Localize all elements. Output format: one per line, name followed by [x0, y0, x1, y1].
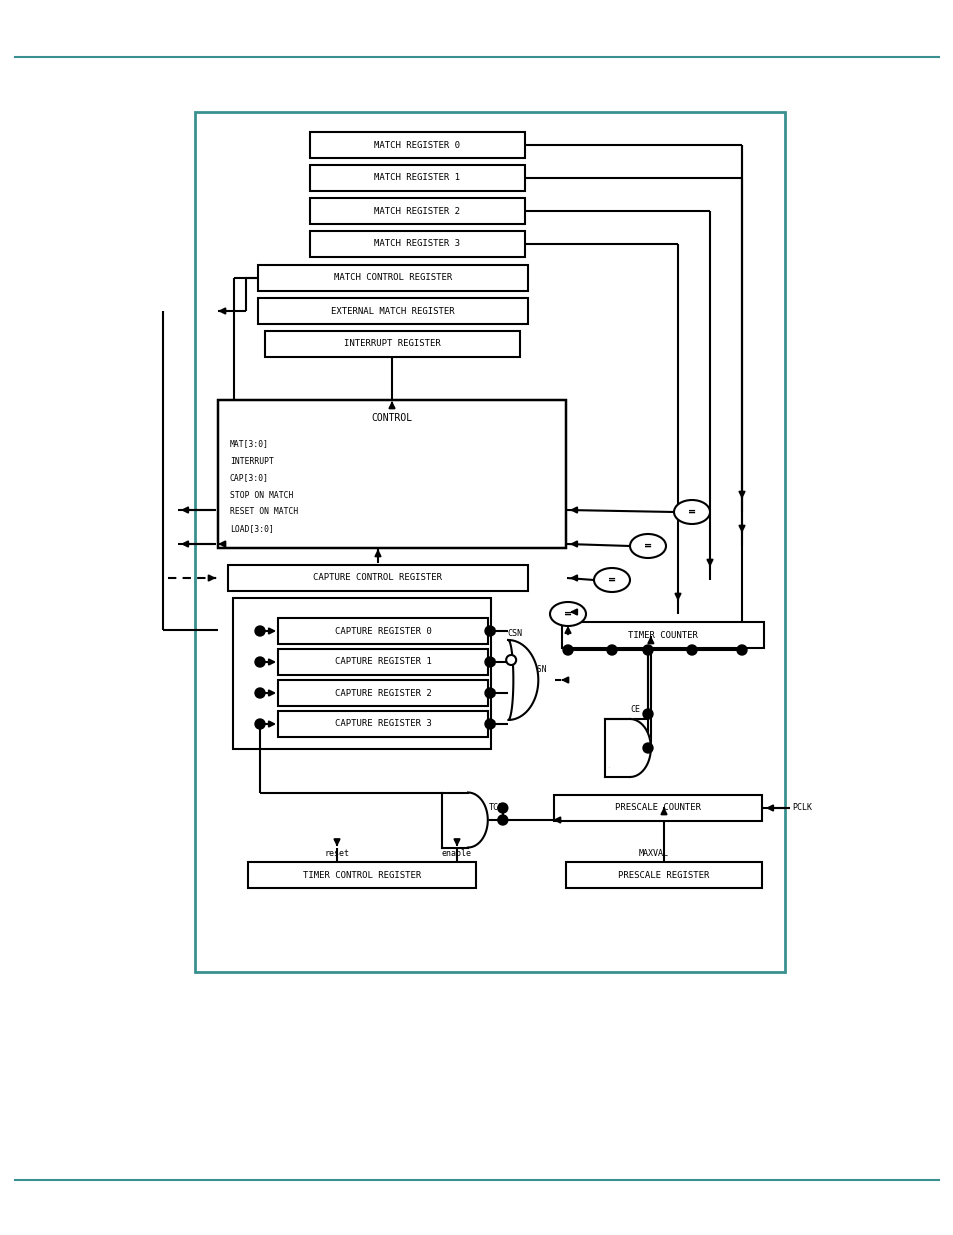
Circle shape [484, 626, 495, 636]
Circle shape [254, 688, 265, 698]
Text: =: = [687, 508, 696, 517]
Bar [277, 618, 488, 643]
Bar [310, 198, 524, 224]
Bar [310, 165, 524, 191]
Text: PRESCALE COUNTER: PRESCALE COUNTER [615, 804, 700, 813]
Bar [257, 298, 527, 324]
Text: PRESCALE REGISTER: PRESCALE REGISTER [618, 871, 709, 879]
Text: =: = [563, 609, 572, 619]
Text: RESET ON MATCH: RESET ON MATCH [230, 508, 298, 516]
Circle shape [642, 743, 652, 753]
Text: CAPTURE REGISTER 2: CAPTURE REGISTER 2 [335, 688, 431, 698]
Bar [248, 862, 476, 888]
Text: MAT[3:0]: MAT[3:0] [230, 440, 269, 448]
Text: MATCH REGISTER 2: MATCH REGISTER 2 [375, 206, 460, 215]
Bar [218, 400, 565, 548]
Circle shape [737, 645, 746, 655]
Circle shape [497, 803, 507, 813]
Bar [265, 331, 519, 357]
Text: CONTROL: CONTROL [371, 412, 412, 424]
Circle shape [484, 719, 495, 729]
Bar [228, 564, 527, 592]
Circle shape [686, 645, 697, 655]
Bar [565, 862, 761, 888]
Bar [233, 598, 491, 748]
Circle shape [497, 815, 507, 825]
Text: CE: CE [629, 704, 639, 714]
Text: TIMER COUNTER: TIMER COUNTER [627, 631, 698, 640]
Text: =: = [607, 576, 616, 585]
Polygon shape [441, 793, 487, 847]
Circle shape [484, 688, 495, 698]
Text: INTERRUPT: INTERRUPT [230, 457, 274, 466]
Bar [554, 795, 761, 821]
Polygon shape [604, 719, 650, 777]
Circle shape [254, 657, 265, 667]
Circle shape [506, 655, 516, 664]
Circle shape [254, 626, 265, 636]
Ellipse shape [629, 534, 665, 558]
Ellipse shape [673, 500, 709, 524]
Circle shape [642, 709, 652, 719]
Ellipse shape [594, 568, 629, 592]
Text: enable: enable [441, 850, 472, 858]
Text: MATCH REGISTER 3: MATCH REGISTER 3 [375, 240, 460, 248]
Text: EXTERNAL MATCH REGISTER: EXTERNAL MATCH REGISTER [331, 306, 455, 315]
Bar [194, 112, 784, 972]
Text: TCI: TCI [488, 804, 503, 813]
Text: CSN: CSN [532, 666, 546, 674]
Text: CAPTURE CONTROL REGISTER: CAPTURE CONTROL REGISTER [314, 573, 442, 583]
Bar [277, 650, 488, 676]
Bar [257, 266, 527, 291]
Text: CSN: CSN [506, 629, 521, 638]
Text: TIMER CONTROL REGISTER: TIMER CONTROL REGISTER [302, 871, 420, 879]
Text: PCLK: PCLK [791, 804, 811, 813]
Bar [277, 711, 488, 737]
Text: =: = [643, 541, 652, 551]
Circle shape [484, 657, 495, 667]
Text: CAPTURE REGISTER 0: CAPTURE REGISTER 0 [335, 626, 431, 636]
Ellipse shape [550, 601, 585, 626]
Bar [561, 622, 763, 648]
Text: CAPTURE REGISTER 3: CAPTURE REGISTER 3 [335, 720, 431, 729]
Polygon shape [508, 640, 537, 720]
Text: STOP ON MATCH: STOP ON MATCH [230, 490, 294, 499]
Text: MAXVAL: MAXVAL [639, 850, 668, 858]
Text: LOAD[3:0]: LOAD[3:0] [230, 525, 274, 534]
Bar [310, 231, 524, 257]
Text: INTERRUPT REGISTER: INTERRUPT REGISTER [344, 340, 440, 348]
Text: CAP[3:0]: CAP[3:0] [230, 473, 269, 483]
Text: MATCH REGISTER 1: MATCH REGISTER 1 [375, 173, 460, 183]
Text: CAPTURE REGISTER 1: CAPTURE REGISTER 1 [335, 657, 431, 667]
Circle shape [642, 645, 652, 655]
Circle shape [562, 645, 573, 655]
Circle shape [606, 645, 617, 655]
Circle shape [254, 719, 265, 729]
Text: MATCH REGISTER 0: MATCH REGISTER 0 [375, 141, 460, 149]
Text: MATCH CONTROL REGISTER: MATCH CONTROL REGISTER [334, 273, 452, 283]
Text: reset: reset [324, 850, 349, 858]
Bar [310, 132, 524, 158]
Bar [277, 680, 488, 706]
